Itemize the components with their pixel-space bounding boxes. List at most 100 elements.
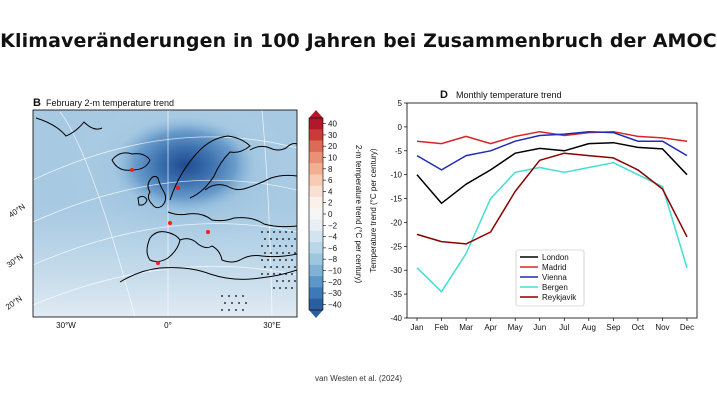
- legend-label: Bergen: [542, 283, 568, 292]
- map-graticule: [33, 110, 297, 317]
- colorbar-segment: [309, 163, 323, 175]
- stipple-dot: [273, 287, 275, 289]
- stipple-dot: [235, 309, 237, 311]
- map-frame: [32, 109, 298, 318]
- stipple-dot: [294, 238, 296, 240]
- arctic-coast: [249, 143, 297, 151]
- x-tick-label: Jul: [559, 323, 569, 332]
- legend-label: Reykjavik: [542, 293, 577, 302]
- stipple-dot: [291, 273, 293, 275]
- map-city-markers: [130, 168, 210, 265]
- stipple-dot: [245, 302, 247, 304]
- stipple-dot: [231, 302, 233, 304]
- stipple-dot: [267, 231, 269, 233]
- stipple-dot: [261, 273, 263, 275]
- stipple-dot: [282, 266, 284, 268]
- colorbar-tick-label: 2: [328, 199, 333, 208]
- stipple-dot: [276, 280, 278, 282]
- stipple-dot: [261, 245, 263, 247]
- slide-title: Klimaveränderungen in 100 Jahren bei Zus…: [0, 30, 717, 52]
- marker-reykjavik: [130, 168, 134, 172]
- colorbar-tick-label: −6: [328, 244, 338, 253]
- series-line-madrid: [416, 130, 688, 145]
- stipple-dot: [279, 231, 281, 233]
- stipple-dot: [228, 295, 230, 297]
- map-coastlines: [35, 117, 297, 283]
- stipple-dot: [270, 252, 272, 254]
- meridian-30w: [59, 111, 136, 317]
- colorbar-label: 2-m temperature trend (°C per century): [354, 145, 363, 284]
- stipple-dot: [276, 252, 278, 254]
- stipple-dot: [221, 309, 223, 311]
- colorbar-tick-label: 4: [328, 187, 333, 196]
- colorbar-segment: [309, 242, 323, 254]
- stipple-dot: [264, 252, 266, 254]
- map-lat-label: 30°N: [5, 252, 25, 270]
- meridian-30e: [261, 110, 273, 317]
- x-tick-label: Jan: [411, 323, 424, 332]
- colorbar-tick-label: −8: [328, 255, 338, 264]
- series-line-bergen: [416, 161, 688, 293]
- stipple-dot: [224, 302, 226, 304]
- colorbar-tick-label: 0: [328, 210, 333, 219]
- y-tick-label: 0: [398, 123, 403, 132]
- greenland-coast: [35, 117, 103, 137]
- y-tick-label: -20: [390, 218, 402, 227]
- map-lon-label: 0°: [164, 321, 172, 330]
- map-panel-letter: B: [33, 97, 41, 109]
- citation: van Westen et al. (2024): [314, 374, 402, 383]
- stipple-dot: [294, 252, 296, 254]
- line-panel-letter: D: [440, 89, 448, 101]
- y-tick-label: -10: [390, 171, 402, 180]
- parallel-20n: [33, 265, 297, 306]
- map-lat-labels: 40°N 30°N 20°N: [4, 202, 27, 312]
- stipple-dot: [288, 252, 290, 254]
- colorbar-segment: [309, 185, 323, 198]
- parallel-30n: [33, 223, 297, 266]
- colorbar-segment: [309, 140, 323, 153]
- y-tick-label: -35: [390, 290, 402, 299]
- north-europe-coast: [167, 211, 297, 228]
- stipple-dot: [276, 238, 278, 240]
- colorbar-tick-label: 20: [328, 142, 337, 151]
- colorbar-segment: [309, 230, 323, 243]
- series-line-london: [416, 141, 688, 205]
- series-line-reykjavik: [416, 152, 688, 245]
- colorbar-segment: [309, 219, 323, 232]
- stipple-dot: [279, 273, 281, 275]
- stipple-dot: [294, 280, 296, 282]
- stipple-dot: [267, 273, 269, 275]
- colorbar-top-extension: [309, 110, 323, 118]
- map-stippling: [221, 231, 296, 311]
- stipple-dot: [288, 280, 290, 282]
- y-axis-label: Temperature trend (°C per century): [369, 148, 378, 272]
- line-panel-title: Monthly temperature trend: [456, 90, 562, 100]
- colorbar-tick-label: 8: [328, 165, 333, 174]
- stipple-dot: [261, 259, 263, 261]
- stipple-dot: [279, 259, 281, 261]
- stipple-dot: [291, 287, 293, 289]
- stipple-dot: [267, 245, 269, 247]
- colorbar-tick-label: 10: [328, 154, 337, 163]
- parallel-40n: [33, 179, 297, 223]
- y-tick-label: 5: [398, 99, 403, 108]
- stipple-dot: [282, 238, 284, 240]
- colorbar-bottom-extension: [309, 310, 323, 318]
- colorbar-segment: [309, 264, 323, 277]
- stipple-dot: [242, 295, 244, 297]
- stipple-dot: [273, 273, 275, 275]
- britain-coast: [147, 175, 167, 209]
- stipple-dot: [291, 245, 293, 247]
- colorbar-tick-label: −30: [328, 289, 342, 298]
- stipple-dot: [282, 280, 284, 282]
- stipple-dot: [221, 295, 223, 297]
- stipple-dot: [294, 266, 296, 268]
- colorbar-segment: [309, 253, 323, 266]
- stipple-dot: [261, 231, 263, 233]
- legend-label: Vienna: [542, 273, 567, 282]
- north-africa-coast: [119, 267, 297, 283]
- map-lat-label: 40°N: [7, 202, 27, 220]
- legend-label: Madrid: [542, 263, 566, 272]
